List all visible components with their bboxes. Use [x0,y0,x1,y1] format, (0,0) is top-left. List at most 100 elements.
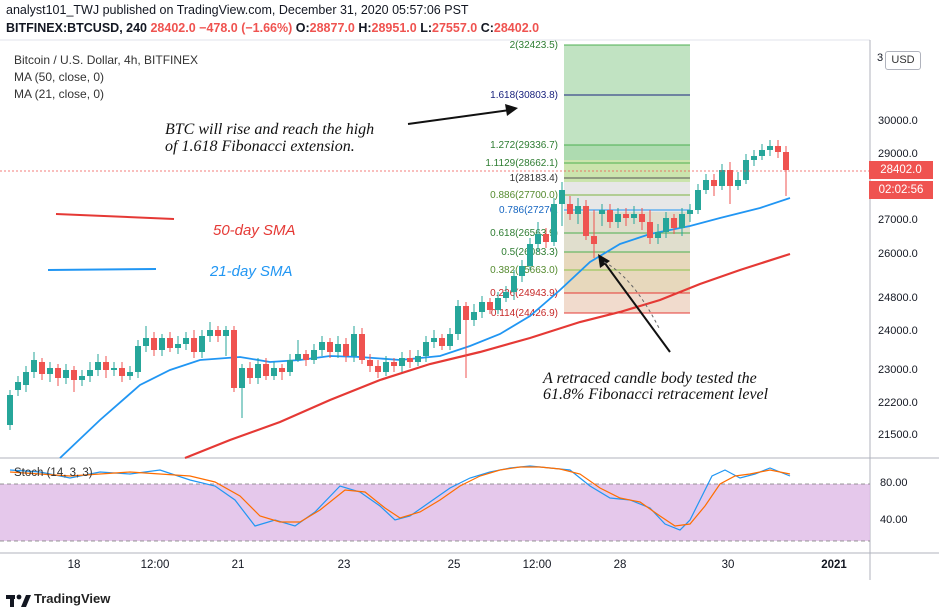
retracement-annotation-line1: A retraced candle body tested the [543,370,757,387]
candle [543,228,549,248]
candle [639,208,645,230]
candle [111,362,117,376]
candle [159,334,165,356]
candle [511,270,517,300]
candle [135,340,141,378]
ma21-legend: MA (21, close, 0) [14,87,105,101]
candle [295,340,301,362]
candle [567,196,573,220]
candle [383,356,389,376]
candle [455,300,461,340]
candle [303,350,309,366]
candle [607,204,613,228]
fib-level-label: 1.272(29336.7) [490,140,558,151]
high-value: 28951.0 [371,21,417,35]
candle [79,370,85,386]
footer-brand-text: TradingView [34,591,111,606]
time-tick: 2021 [821,559,847,571]
candle [15,376,21,396]
candle [239,364,245,418]
candle [247,362,253,384]
stoch-d-line [9,466,791,527]
candle [415,350,421,366]
time-tick: 25 [447,559,461,571]
ma50-legend: MA (50, close, 0) [14,70,105,84]
time-tick: 30 [721,559,735,571]
publish-info: analyst101_TWJ published on TradingView.… [6,3,469,17]
candle [559,182,565,226]
time-tick: 23 [337,559,351,571]
candle [327,338,333,358]
candle [583,200,589,240]
candle [431,330,437,348]
candle [599,204,605,226]
candle [7,390,13,430]
candle [423,336,429,362]
stoch-title: Stoch (14, 3, 3) [14,467,93,479]
candle [407,350,413,368]
candle [359,328,365,364]
candle [87,362,93,382]
candle [335,336,341,358]
candle [719,164,725,190]
candle [775,140,781,158]
candle [279,364,285,380]
candle [151,332,157,356]
fib-level-label: 0.618(26563.9) [490,228,558,239]
candle [631,206,637,224]
candle [191,330,197,358]
candle [183,332,189,350]
candle [399,352,405,372]
candle [215,326,221,342]
candle [31,352,37,378]
candle [743,154,749,184]
candle [343,338,349,362]
currency-button[interactable]: USD [885,51,921,70]
candle [263,358,269,380]
candle [55,364,61,386]
candle [143,326,149,352]
candle [551,198,557,246]
candle [703,174,709,194]
candle [519,260,525,282]
time-tick: 12:00 [140,559,170,571]
fib-level-label: 1.1129(28662.1) [485,158,558,169]
candle [439,334,445,350]
candle [575,198,581,224]
footer-brand[interactable]: TradingView [0,585,939,615]
candle [71,366,77,392]
candle [479,296,485,318]
time-tick: 28 [613,559,627,571]
fib-level-label: 0.236(24943.9) [490,288,558,299]
candle [623,208,629,226]
symbol-quote-line: BITFINEX:BTCUSD, 240 28402.0 −478.0 (−1.… [6,21,539,35]
candle [751,150,757,166]
candle [223,326,229,356]
candle [495,292,501,314]
candle [375,360,381,378]
price-change: −478.0 (−1.66%) [199,21,293,35]
chart-title: Bitcoin / U.S. Dollar, 4h, BITFINEX [14,53,199,67]
candle [663,212,669,238]
stoch-k-line [9,465,791,531]
candle [727,162,733,204]
candle [647,210,653,244]
candle [271,362,277,380]
price-tick: 26000.0 [878,248,918,260]
price-tick-top: 3 [877,52,884,64]
candle [615,208,621,228]
candle [351,326,357,362]
close-value: 28402.0 [493,21,540,35]
candle [695,184,701,214]
candle [535,222,541,252]
countdown-badge: 02:02:56 [869,181,933,199]
candle [391,358,397,372]
candle [319,336,325,356]
price-tick: 29000.0 [878,148,918,160]
fib-level-label: 0.786(27276. [499,205,558,216]
fib-level-label: 1(28183.4) [510,173,558,184]
candle [447,328,453,350]
price-tick: 24800.0 [878,292,918,304]
forecast-annotation-line1: BTC will rise and reach the high [165,121,375,138]
